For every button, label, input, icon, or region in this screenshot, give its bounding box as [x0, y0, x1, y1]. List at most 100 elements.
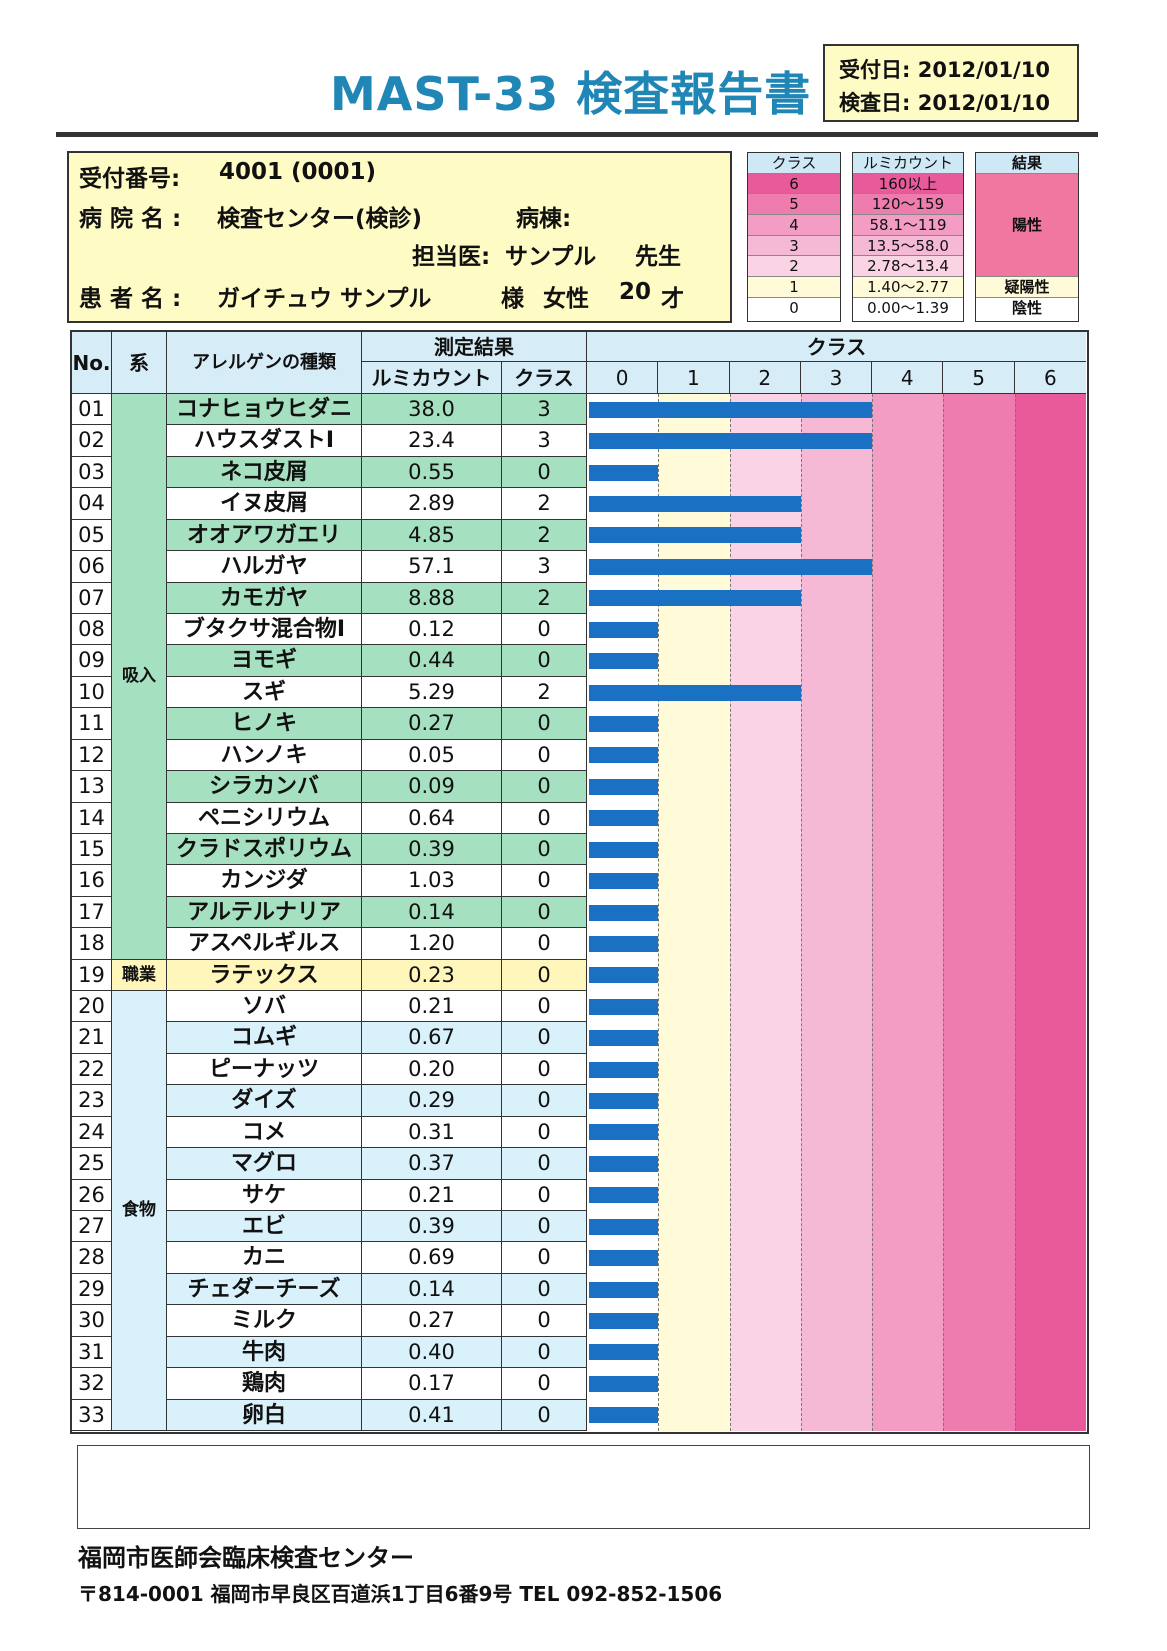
- legend-result-column: 結果 陽性 疑陽性 陰性: [975, 152, 1079, 322]
- allergen-name: シラカンバ: [167, 771, 362, 803]
- row-number: 23: [72, 1085, 112, 1117]
- row-number: 11: [72, 708, 112, 740]
- class-value: 0: [502, 1211, 587, 1243]
- row-number: 25: [72, 1148, 112, 1180]
- legend-range-cell: 58.1〜119: [853, 215, 963, 236]
- luminous-count: 0.41: [362, 1399, 502, 1431]
- allergen-name: ハンノキ: [167, 739, 362, 772]
- class-bar: [589, 464, 659, 481]
- row-number: 27: [72, 1211, 112, 1243]
- row-number: 04: [72, 488, 112, 520]
- class-bar: [589, 495, 801, 512]
- legend-class-cell: 4: [748, 215, 840, 236]
- legend-count-header: ルミカウント: [853, 153, 963, 174]
- allergen-name: カンジダ: [167, 865, 362, 897]
- luminous-count: 2.89: [362, 488, 502, 520]
- class-value: 0: [502, 1085, 587, 1117]
- class-bar: [589, 810, 659, 827]
- luminous-count: 0.14: [362, 1273, 502, 1306]
- patient-label: 患 者 名 :: [79, 286, 182, 312]
- row-number: 26: [72, 1179, 112, 1212]
- allergen-name: ハルガヤ: [167, 551, 362, 583]
- class-value: 0: [502, 1053, 587, 1086]
- class-band: [943, 394, 1015, 1431]
- luminous-count: 1.03: [362, 865, 502, 897]
- class-band: [658, 394, 730, 1431]
- row-number: 32: [72, 1368, 112, 1400]
- class-value: 0: [502, 865, 587, 897]
- class-value: 0: [502, 456, 587, 489]
- row-number: 14: [72, 802, 112, 834]
- class-value: 0: [502, 1273, 587, 1306]
- group-cell: 食物: [112, 991, 167, 1431]
- class-bar: [589, 715, 659, 732]
- class-band: [729, 394, 801, 1431]
- header-count: ルミカウント: [362, 362, 502, 394]
- class-bar: [589, 558, 873, 575]
- legend-range-cell: 13.5〜58.0: [853, 235, 963, 257]
- class-value: 0: [502, 1399, 587, 1431]
- class-value: 0: [502, 1368, 587, 1400]
- allergen-name: ネコ皮屑: [167, 456, 362, 489]
- class-bar: [589, 527, 801, 544]
- luminous-count: 0.31: [362, 1116, 502, 1149]
- row-number: 22: [72, 1053, 112, 1086]
- legend-class-cell: 0: [748, 297, 840, 319]
- legend-negative: 陰性: [976, 297, 1078, 319]
- luminous-count: 0.44: [362, 645, 502, 677]
- row-number: 20: [72, 991, 112, 1023]
- class-value: 0: [502, 739, 587, 772]
- luminous-count: 0.05: [362, 739, 502, 772]
- legend-result-header: 結果: [976, 153, 1078, 174]
- row-number: 21: [72, 1022, 112, 1054]
- class-bar: [589, 1344, 659, 1361]
- row-number: 29: [72, 1273, 112, 1306]
- class-value: 0: [502, 1179, 587, 1212]
- allergen-name: アルテルナリア: [167, 896, 362, 929]
- doctor-label: 担当医:: [412, 244, 491, 270]
- class-tick-label: 4: [872, 362, 944, 394]
- class-bar: [589, 1281, 659, 1298]
- class-bar: [589, 873, 659, 890]
- allergen-name: スギ: [167, 676, 362, 709]
- row-number: 08: [72, 613, 112, 646]
- date-box: 受付日: 2012/01/10 検査日: 2012/01/10: [823, 44, 1079, 122]
- class-value: 3: [502, 425, 587, 457]
- row-number: 09: [72, 645, 112, 677]
- allergen-name: コメ: [167, 1116, 362, 1149]
- legend-positive: 陽性: [976, 173, 1078, 278]
- class-bar: [589, 967, 659, 984]
- class-bar: [589, 1124, 659, 1141]
- receipt-number: 4001 (0001): [219, 159, 377, 185]
- luminous-count: 1.20: [362, 928, 502, 960]
- legend-range-cell: 120〜159: [853, 194, 963, 216]
- results-table: No. 系アレルゲンの種類 測定結果 ルミカウント クラス クラス 0 1 2 3 4 5 6 吸入 職業食…: [70, 330, 1089, 1434]
- row-number: 06: [72, 551, 112, 583]
- luminous-count: 0.37: [362, 1148, 502, 1180]
- patient-name: ガイチュウ サンプル: [217, 286, 432, 312]
- row-number: 30: [72, 1305, 112, 1337]
- class-value: 0: [502, 1022, 587, 1054]
- class-value: 0: [502, 708, 587, 740]
- class-bar: [589, 778, 659, 795]
- class-bar: [589, 1313, 659, 1329]
- class-value: 3: [502, 394, 587, 426]
- luminous-count: 0.39: [362, 833, 502, 866]
- header-result: 測定結果: [362, 332, 587, 362]
- allergen-name: サケ: [167, 1179, 362, 1212]
- luminous-count: 0.20: [362, 1053, 502, 1086]
- row-number: 28: [72, 1242, 112, 1274]
- allergen-name: ブタクサ混合物Ⅰ: [167, 613, 362, 646]
- row-number: 13: [72, 771, 112, 803]
- luminous-count: 0.23: [362, 959, 502, 992]
- header-class: クラス: [502, 362, 587, 394]
- allergen-name: イヌ皮屑: [167, 488, 362, 520]
- class-bar: [589, 1155, 659, 1172]
- doctor-name: サンプル: [505, 244, 597, 270]
- class-bar: [589, 621, 659, 638]
- allergen-name: クラドスポリウム: [167, 833, 362, 866]
- class-value: 0: [502, 771, 587, 803]
- header-class-chart: クラス: [587, 332, 1086, 362]
- class-bar: [589, 1030, 659, 1047]
- lab-name: 福岡市医師会臨床検査センター: [78, 1544, 414, 1572]
